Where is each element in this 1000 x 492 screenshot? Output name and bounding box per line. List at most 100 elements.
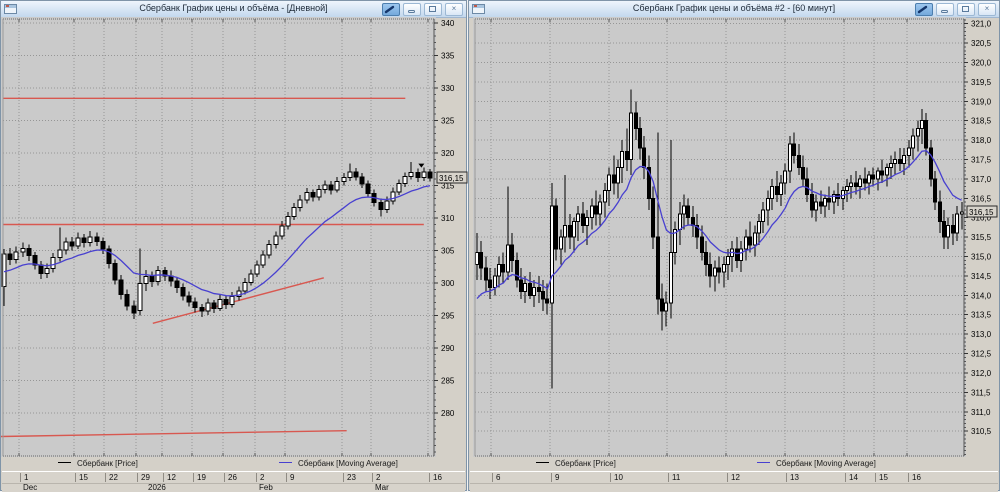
date-tick-label: 11 — [672, 473, 681, 482]
svg-text:280: 280 — [441, 409, 455, 418]
svg-text:310: 310 — [441, 214, 455, 223]
day-labels-row: 6 9 10 11 12 13 14 15 16 — [470, 472, 998, 484]
svg-text:315,0: 315,0 — [971, 253, 992, 262]
date-tick-label: 15 — [79, 473, 88, 482]
svg-text:300: 300 — [441, 279, 455, 288]
minimize-icon — [408, 10, 415, 13]
date-tick-separator — [610, 473, 611, 482]
date-tick-label: 2 — [376, 473, 381, 482]
legend-item-ma: Сбербанк [Moving Average] — [757, 459, 876, 470]
date-tick-label: 16 — [912, 473, 921, 482]
svg-text:310,5: 310,5 — [971, 427, 992, 436]
close-button[interactable]: × — [978, 3, 996, 16]
svg-text:319,0: 319,0 — [971, 97, 992, 106]
ma-line-swatch — [757, 462, 770, 463]
date-tick-separator — [105, 473, 106, 482]
svg-text:316,15: 316,15 — [439, 174, 464, 183]
svg-text:311,5: 311,5 — [971, 388, 991, 397]
minimize-button[interactable] — [403, 3, 421, 16]
maximize-icon — [429, 6, 436, 12]
date-tick-label: 1 — [24, 473, 29, 482]
candlestick-chart-hourly[interactable]: 321,0 320,5 320,0 319,5 319,0 318,5 318,0 317,5… — [469, 17, 1000, 457]
date-tick-label: 15 — [879, 473, 888, 482]
chart-window-hourly: Сбербанк График цены и объёма #2 - [60 м… — [468, 0, 1000, 492]
title-bar[interactable]: Сбербанк График цены и объёма #2 - [60 м… — [469, 1, 999, 18]
date-tick-separator — [727, 473, 728, 482]
close-icon: × — [451, 4, 457, 13]
maximize-button[interactable] — [957, 3, 975, 16]
svg-text:315: 315 — [441, 181, 455, 190]
date-tick-separator — [286, 473, 287, 482]
window-title: Сбербанк График цены и объёма #2 - [60 м… — [632, 3, 836, 13]
date-tick-separator — [845, 473, 846, 482]
date-tick-label: 19 — [197, 473, 206, 482]
pin-button[interactable] — [382, 3, 400, 16]
date-tick-label: 9 — [555, 473, 560, 482]
date-tick-label: 16 — [433, 473, 442, 482]
ma-line-swatch — [279, 462, 292, 463]
svg-text:320,0: 320,0 — [971, 58, 992, 67]
svg-text:321,0: 321,0 — [971, 20, 992, 29]
candlestick-chart-daily[interactable]: 340 335 330 325 320 315 310 305 300 295 290 285 280 3… — [1, 17, 468, 457]
date-tick-label: 12 — [731, 473, 740, 482]
date-tick-separator — [75, 473, 76, 482]
svg-text:312,0: 312,0 — [971, 369, 992, 378]
date-tick-label: 23 — [347, 473, 356, 482]
svg-text:305: 305 — [441, 247, 455, 256]
price-line-swatch — [536, 462, 549, 463]
svg-text:314,5: 314,5 — [971, 272, 992, 281]
day-labels-row: 1 15 22 29 12 19 26 2 9 23 2 16 — [2, 472, 465, 484]
month-label: Dec — [23, 483, 38, 492]
date-tick-label: 10 — [614, 473, 623, 482]
close-button[interactable]: × — [445, 3, 463, 16]
legend-item-ma: Сбербанк [Moving Average] — [279, 459, 398, 470]
maximize-button[interactable] — [424, 3, 442, 16]
svg-text:285: 285 — [441, 377, 455, 386]
svg-text:313,5: 313,5 — [971, 311, 992, 320]
svg-text:320: 320 — [441, 149, 455, 158]
date-tick-label: 14 — [849, 473, 858, 482]
price-line-swatch — [58, 462, 71, 463]
svg-text:315,5: 315,5 — [971, 233, 992, 242]
svg-text:319,5: 319,5 — [971, 78, 992, 87]
date-tick-separator — [429, 473, 430, 482]
svg-text:316,15: 316,15 — [969, 208, 994, 217]
svg-text:317,0: 317,0 — [971, 175, 992, 184]
date-tick-separator — [20, 473, 21, 482]
month-label: Mar — [375, 483, 389, 492]
date-tick-separator — [908, 473, 909, 482]
date-tick-separator — [193, 473, 194, 482]
svg-text:314,0: 314,0 — [971, 291, 992, 300]
legend-item-price: Сбербанк [Price] — [536, 459, 616, 470]
svg-text:318,0: 318,0 — [971, 136, 992, 145]
title-bar[interactable]: Сбербанк График цены и объёма - [Дневной… — [1, 1, 466, 18]
date-tick-separator — [256, 473, 257, 482]
month-labels-row: Dec 2026 Feb Mar — [2, 483, 465, 492]
date-axis[interactable]: 1 15 22 29 12 19 26 2 9 23 2 16 Dec 2026 Feb Mar — [2, 471, 465, 492]
date-tick-separator — [224, 473, 225, 482]
pin-button[interactable] — [915, 3, 933, 16]
svg-text:317,5: 317,5 — [971, 155, 992, 164]
date-tick-separator — [137, 473, 138, 482]
svg-text:320,5: 320,5 — [971, 39, 992, 48]
minimize-button[interactable] — [936, 3, 954, 16]
date-tick-label: 26 — [228, 473, 237, 482]
legend: Сбербанк [Price] Сбербанк [Moving Averag… — [2, 457, 465, 471]
chart-window-daily: Сбербанк График цены и объёма - [Дневной… — [0, 0, 468, 492]
svg-text:325: 325 — [441, 116, 455, 125]
svg-text:316,5: 316,5 — [971, 194, 992, 203]
svg-text:290: 290 — [441, 344, 455, 353]
date-tick-label: 12 — [167, 473, 176, 482]
date-tick-separator — [372, 473, 373, 482]
window-icon — [4, 4, 17, 14]
date-axis[interactable]: 6 9 10 11 12 13 14 15 16 — [470, 471, 998, 492]
svg-text:340: 340 — [441, 19, 455, 28]
svg-text:316,0: 316,0 — [971, 214, 992, 223]
date-tick-label: 29 — [141, 473, 150, 482]
date-tick-label: 13 — [790, 473, 799, 482]
window-title: Сбербанк График цены и объёма - [Дневной… — [139, 3, 328, 13]
minimize-icon — [941, 10, 948, 13]
date-tick-separator — [343, 473, 344, 482]
svg-text:318,5: 318,5 — [971, 117, 992, 126]
